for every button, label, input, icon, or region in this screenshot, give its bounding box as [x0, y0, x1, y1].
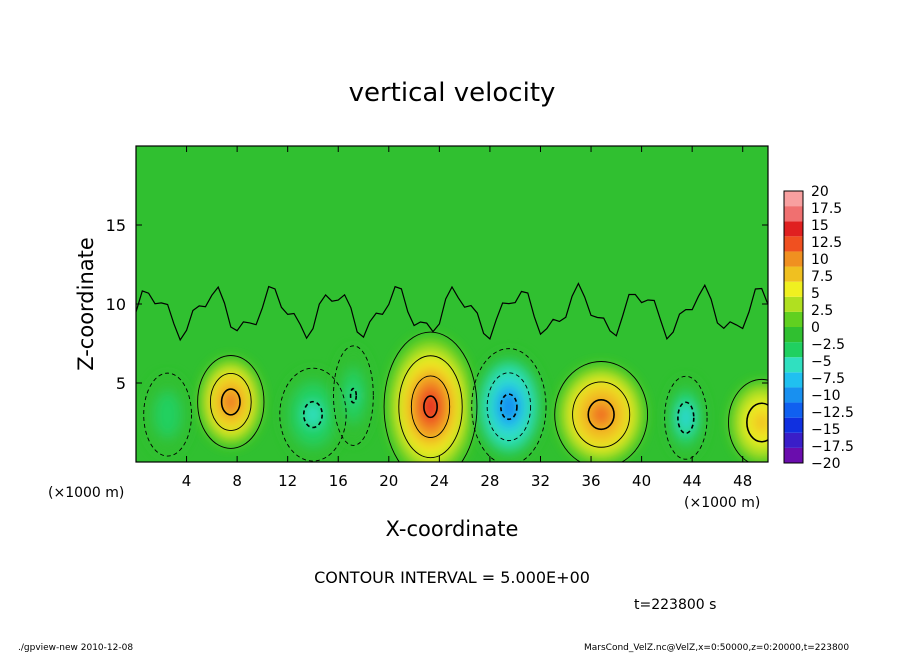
colorbar-swatch-2	[784, 417, 803, 433]
contour-interval-label: CONTOUR INTERVAL = 5.000E+00	[314, 568, 590, 587]
colorbar-swatch-15	[784, 221, 803, 237]
x-unit-left: (×1000 m)	[48, 485, 124, 501]
colorbar-label-9: −2.5	[811, 337, 845, 353]
x-unit-right: (×1000 m)	[684, 495, 760, 511]
colorbar-label-15: −17.5	[811, 439, 854, 455]
y-tick-label-1: 10	[106, 295, 126, 314]
contour-set-4	[279, 367, 347, 462]
contour-set-8	[143, 372, 192, 457]
colorbar-swatch-13	[784, 251, 803, 267]
colorbar-label-5: 7.5	[811, 269, 833, 285]
colorbar-swatch-4	[784, 387, 803, 403]
contour-set-5	[333, 345, 374, 446]
colorbar-swatch-12	[784, 266, 803, 282]
colorbar-swatch-3	[784, 402, 803, 418]
contour-set-2	[554, 361, 649, 462]
colorbar-swatch-6	[784, 357, 803, 373]
colorbar-swatch-7	[784, 342, 803, 358]
velocity-cell-7	[665, 378, 707, 458]
time-label: t=223800 s	[634, 597, 716, 613]
x-tick-label-2: 12	[278, 472, 297, 490]
x-axis-ticks: 4 8 12 16 20 24 28 32 36 40 44 48	[182, 146, 752, 490]
x-tick-label-0: 4	[182, 472, 192, 490]
x-tick-label-8: 36	[581, 472, 600, 490]
x-tick-label-4: 20	[379, 472, 398, 490]
contour-set-1	[383, 331, 478, 462]
velocity-field	[144, 335, 768, 462]
colorbar-label-12: −10	[811, 388, 841, 404]
contour-set-6	[471, 348, 547, 462]
y-axis-label: Z-coordinate	[74, 237, 98, 371]
contour-lines	[136, 282, 768, 462]
zero-contour	[136, 282, 768, 342]
colorbar-label-13: −12.5	[811, 405, 854, 421]
colorbar-swatch-10	[784, 296, 803, 312]
colorbar-swatch-16	[784, 206, 803, 222]
velocity-cell-6	[473, 351, 545, 462]
y-tick-label-0: 5	[116, 374, 126, 393]
colorbar-swatch-11	[784, 281, 803, 297]
colorbar-label-8: 0	[811, 320, 820, 336]
velocity-cell-1	[386, 335, 475, 462]
colorbar-label-3: 12.5	[811, 235, 842, 251]
x-tick-label-1: 8	[232, 472, 242, 490]
colorbar-label-16: −20	[811, 456, 841, 472]
colorbar: 2017.51512.5107.552.50−2.5−5−7.5−10−12.5…	[783, 184, 854, 472]
footer-right: MarsCond_VelZ.nc@VelZ,x=0:50000,z=0:2000…	[584, 643, 849, 653]
colorbar-swatch-17	[784, 191, 803, 207]
x-tick-label-9: 40	[632, 472, 651, 490]
contour-set-3	[728, 378, 768, 462]
chart-title: vertical velocity	[349, 78, 556, 108]
x-tick-label-3: 16	[329, 472, 348, 490]
colorbar-swatch-0	[784, 447, 803, 463]
colorbar-label-10: −5	[811, 354, 832, 370]
contour-plot-area	[136, 146, 768, 462]
colorbar-label-11: −7.5	[811, 371, 845, 387]
contour-set-7	[664, 375, 708, 460]
x-axis-label: X-coordinate	[386, 517, 519, 541]
footer-left: ./gpview-new 2010-12-08	[18, 643, 133, 653]
velocity-cell-5	[334, 348, 373, 444]
colorbar-swatch-8	[784, 327, 803, 343]
colorbar-label-14: −15	[811, 422, 841, 438]
y-axis-ticks: 5 10 15	[106, 216, 768, 393]
velocity-cell-4	[281, 370, 345, 459]
colorbar-label-4: 10	[811, 252, 829, 268]
y-tick-label-2: 15	[106, 216, 126, 235]
velocity-cell-2	[556, 364, 646, 462]
x-tick-label-10: 44	[683, 472, 702, 490]
velocity-cell-0	[199, 357, 263, 447]
colorbar-label-6: 5	[811, 286, 820, 302]
colorbar-label-0: 20	[811, 184, 829, 200]
velocity-cell-8	[144, 375, 191, 455]
x-tick-label-7: 32	[531, 472, 550, 490]
contour-set-0	[197, 355, 265, 449]
colorbar-swatch-5	[784, 372, 803, 388]
colorbar-swatch-9	[784, 311, 803, 327]
colorbar-swatch-14	[784, 236, 803, 252]
colorbar-swatch-1	[784, 432, 803, 448]
x-tick-label-11: 48	[733, 472, 752, 490]
colorbar-label-1: 17.5	[811, 201, 842, 217]
x-tick-label-6: 28	[480, 472, 499, 490]
x-tick-label-5: 24	[430, 472, 449, 490]
colorbar-label-7: 2.5	[811, 303, 833, 319]
colorbar-frame	[783, 190, 804, 464]
colorbar-label-2: 15	[811, 218, 829, 234]
